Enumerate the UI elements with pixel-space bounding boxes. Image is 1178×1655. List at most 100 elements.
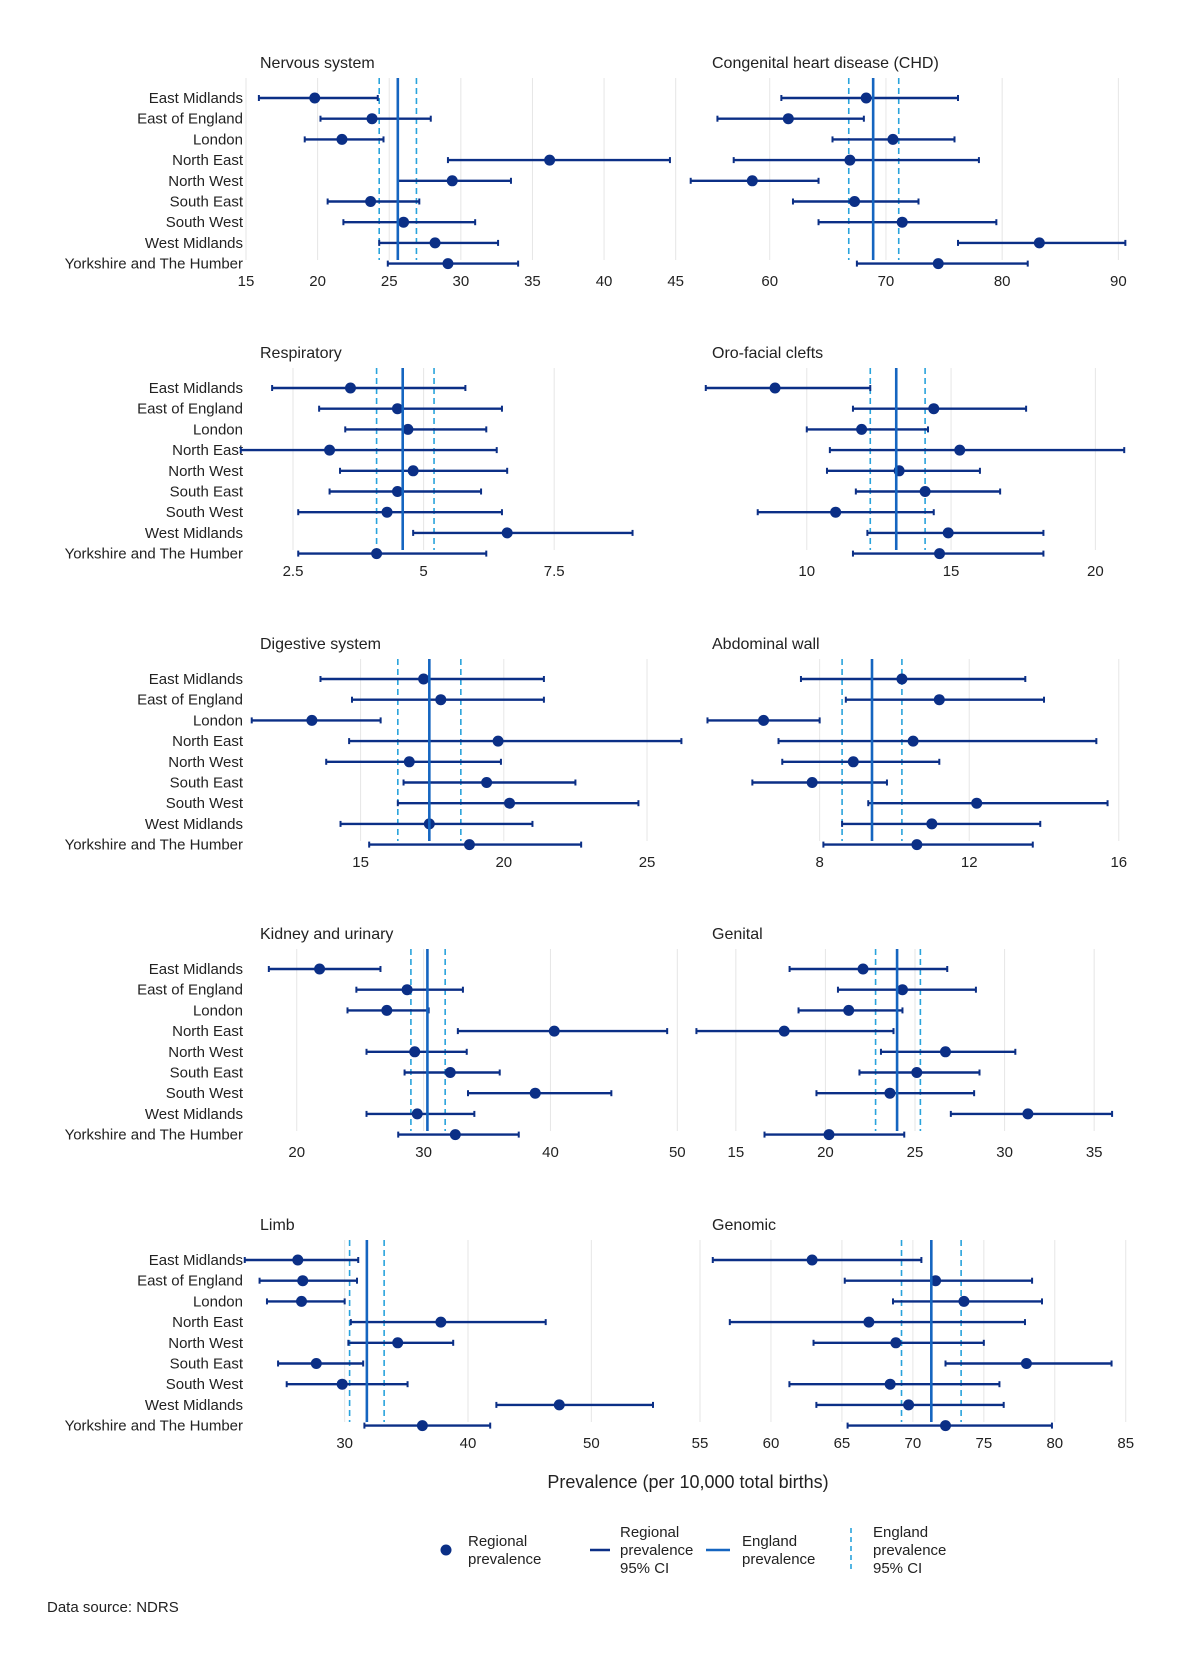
point-marker (930, 1275, 942, 1287)
point-marker (778, 1025, 790, 1037)
point-marker (310, 1358, 322, 1369)
region-label: North West (168, 1335, 244, 1352)
point-marker (553, 1399, 565, 1411)
point-marker (446, 175, 458, 187)
point-marker (942, 527, 954, 539)
region-label: East Midlands (149, 1252, 243, 1269)
panel-7: Kidney and urinary 20 30 40 50 East Midlands E… (65, 926, 686, 1161)
point-marker (1033, 237, 1045, 249)
region-label: South East (170, 1356, 244, 1373)
region-label: Yorkshire and The Humber (65, 837, 243, 854)
point-marker (896, 216, 908, 228)
point-marker (896, 673, 908, 685)
point-marker (806, 777, 818, 788)
point-marker (769, 382, 781, 394)
panel-9: Limb 30 40 50 East Midlands East of England Lo… (65, 1217, 654, 1452)
region-label: East of England (137, 401, 243, 418)
panel-title: Limb (260, 1217, 295, 1234)
x-tick-label: 80 (994, 273, 1011, 290)
x-tick-label: 50 (669, 1144, 686, 1161)
point-marker (381, 1004, 393, 1016)
x-tick-label: 70 (905, 1435, 922, 1452)
point-marker (928, 403, 940, 415)
x-tick-label: 35 (524, 273, 541, 290)
x-axis-title: Prevalence (per 10,000 total births) (547, 1472, 828, 1492)
panel-title: Genital (712, 926, 763, 943)
point-marker (435, 694, 447, 706)
x-tick-label: 75 (975, 1435, 992, 1452)
point-marker (933, 694, 945, 706)
point-marker (958, 1295, 970, 1307)
x-tick-label: 40 (596, 273, 613, 290)
point-marker (411, 1108, 423, 1120)
point-marker (324, 444, 336, 456)
point-marker (463, 839, 475, 851)
x-tick-label: 20 (817, 1144, 834, 1161)
panel-5: Digestive system 15 20 25 East Midlands East … (65, 636, 683, 871)
region-label: North West (168, 463, 244, 480)
x-tick-label: 20 (288, 1144, 305, 1161)
point-marker (449, 1129, 461, 1141)
x-tick-label: 80 (1046, 1435, 1063, 1452)
point-marker (403, 756, 415, 768)
point-marker (344, 382, 356, 394)
x-tick-label: 7.5 (544, 563, 565, 580)
point-marker (857, 963, 869, 975)
x-tick-label: 70 (878, 273, 895, 290)
point-marker (940, 1420, 952, 1432)
panel-title: Kidney and urinary (260, 926, 393, 943)
point-marker (435, 1316, 447, 1328)
point-marker (806, 1254, 818, 1266)
point-marker (504, 797, 516, 809)
x-tick-label: 25 (907, 1144, 924, 1161)
region-label: East Midlands (149, 380, 243, 397)
region-label: London (193, 1293, 243, 1310)
point-marker (907, 735, 919, 747)
x-tick-label: 90 (1110, 273, 1127, 290)
point-marker (843, 1004, 855, 1016)
panel-title: Nervous system (260, 55, 375, 72)
region-label: Yorkshire and The Humber (65, 1127, 243, 1144)
point-marker (782, 113, 794, 125)
point-marker (971, 797, 983, 809)
point-marker (860, 92, 872, 104)
x-tick-label: 30 (452, 273, 469, 290)
region-label: North East (172, 1314, 244, 1331)
region-label: South West (166, 1085, 244, 1102)
x-tick-label: 10 (798, 563, 815, 580)
region-label: West Midlands (145, 525, 243, 542)
panel-4: Oro-facial clefts 10 15 20 (704, 345, 1126, 580)
region-label: South East (170, 1065, 244, 1082)
x-tick-label: 5 (419, 563, 427, 580)
point-marker (896, 984, 908, 996)
x-tick-label: 60 (761, 273, 778, 290)
panel-3: Respiratory 2.5 5 7.5 East Midlands East of E… (65, 345, 634, 580)
region-label: South East (170, 775, 244, 792)
point-marker (336, 1378, 348, 1390)
point-marker (444, 1067, 456, 1078)
point-marker (544, 154, 556, 166)
x-tick-label: 45 (667, 273, 684, 290)
point-marker (884, 1087, 896, 1099)
point-marker (365, 196, 377, 207)
point-marker (416, 1420, 428, 1432)
point-marker (911, 839, 923, 851)
region-label: North West (168, 754, 244, 771)
point-marker (758, 714, 770, 726)
x-tick-label: 30 (336, 1435, 353, 1452)
legend-label: Regional prevalence 95% CI (620, 1524, 693, 1577)
point-marker (863, 1316, 875, 1328)
region-label: West Midlands (145, 816, 243, 833)
region-label: North East (172, 152, 244, 169)
point-marker (296, 1295, 307, 1307)
panel-title: Genomic (712, 1217, 776, 1234)
point-marker (392, 1337, 404, 1349)
panel-1: Nervous system 15 20 25 30 35 40 45 East Midland… (65, 55, 684, 290)
region-label: London (193, 712, 243, 729)
point-marker (297, 1275, 309, 1287)
point-marker (884, 1378, 896, 1390)
point-marker (847, 756, 859, 768)
legend-label: England prevalence 95% CI (873, 1524, 946, 1577)
point-marker (746, 175, 758, 187)
region-label: South West (166, 214, 244, 231)
